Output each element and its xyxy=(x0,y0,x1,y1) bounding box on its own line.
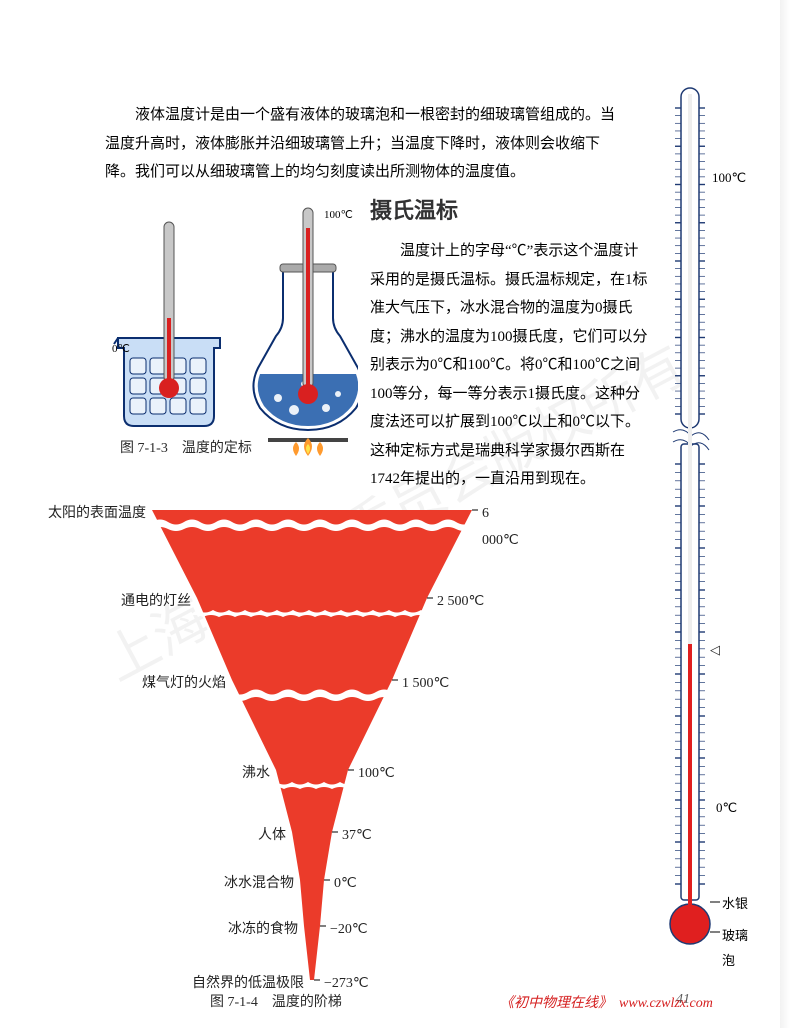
intro-paragraph: 液体温度计是由一个盛有液体的玻璃泡和一根密封的细玻璃管组成的。当温度升高时，液体… xyxy=(105,101,625,187)
figure-7-1-3-caption: 图 7-1-3 温度的定标 xyxy=(120,436,252,463)
ladder-left-label: 太阳的表面温度 xyxy=(0,501,146,528)
svg-text:0℃: 0℃ xyxy=(112,343,130,355)
ladder-left-label: 沸水 xyxy=(110,761,270,788)
thermometer-label: 0℃ xyxy=(716,796,737,821)
figure-7-1-3: 0℃ 100℃ xyxy=(108,198,358,458)
ladder-left-label: 人体 xyxy=(126,823,286,850)
celsius-body: 温度计上的字母“℃”表示这个温度计采用的是摄氏温标。摄氏温标规定，在1标准大气压… xyxy=(370,237,650,494)
thermometer-label: 100℃ xyxy=(712,166,746,191)
textbook-page: 上海市教育委员会版权所有 液体温度计是由一个盛有液体的玻璃泡和一根密封的细玻璃管… xyxy=(0,0,790,1028)
ladder-left-label: 冰水混合物 xyxy=(134,871,294,898)
ladder-right-label: 100℃ xyxy=(358,761,395,788)
thermometer-label: 水银 xyxy=(722,892,748,917)
figure-7-1-4: 太阳的表面温度6 000℃通电的灯丝2 500℃煤气灯的火焰1 500℃沸水10… xyxy=(80,480,500,1010)
ladder-right-label: 1 500℃ xyxy=(402,671,449,698)
svg-text:100℃: 100℃ xyxy=(324,209,353,221)
footer-url: 《初中物理在线》 www.czwlzx.com xyxy=(500,991,713,1018)
ladder-left-label: 煤气灯的火焰 xyxy=(66,671,226,698)
ladder-right-label: 0℃ xyxy=(334,871,357,898)
section-title: 摄氏温标 xyxy=(370,190,458,232)
thermometer-label: 玻璃泡 xyxy=(722,924,750,973)
ladder-right-label: 37℃ xyxy=(342,823,372,850)
ladder-left-label: 通电的灯丝 xyxy=(31,589,191,616)
ladder-right-label: 6 000℃ xyxy=(482,501,519,554)
figure-7-1-4-caption: 图 7-1-4 温度的阶梯 xyxy=(210,990,342,1017)
page-edge xyxy=(780,0,790,1028)
ladder-right-label: 2 500℃ xyxy=(437,589,484,616)
ladder-left-label: 冰冻的食物 xyxy=(138,917,298,944)
mercury-marker-icon: ◁ xyxy=(710,638,720,663)
ladder-right-label: −20℃ xyxy=(330,917,368,944)
thermometer-illustration: 100℃0℃水银玻璃泡◁ xyxy=(660,84,750,964)
